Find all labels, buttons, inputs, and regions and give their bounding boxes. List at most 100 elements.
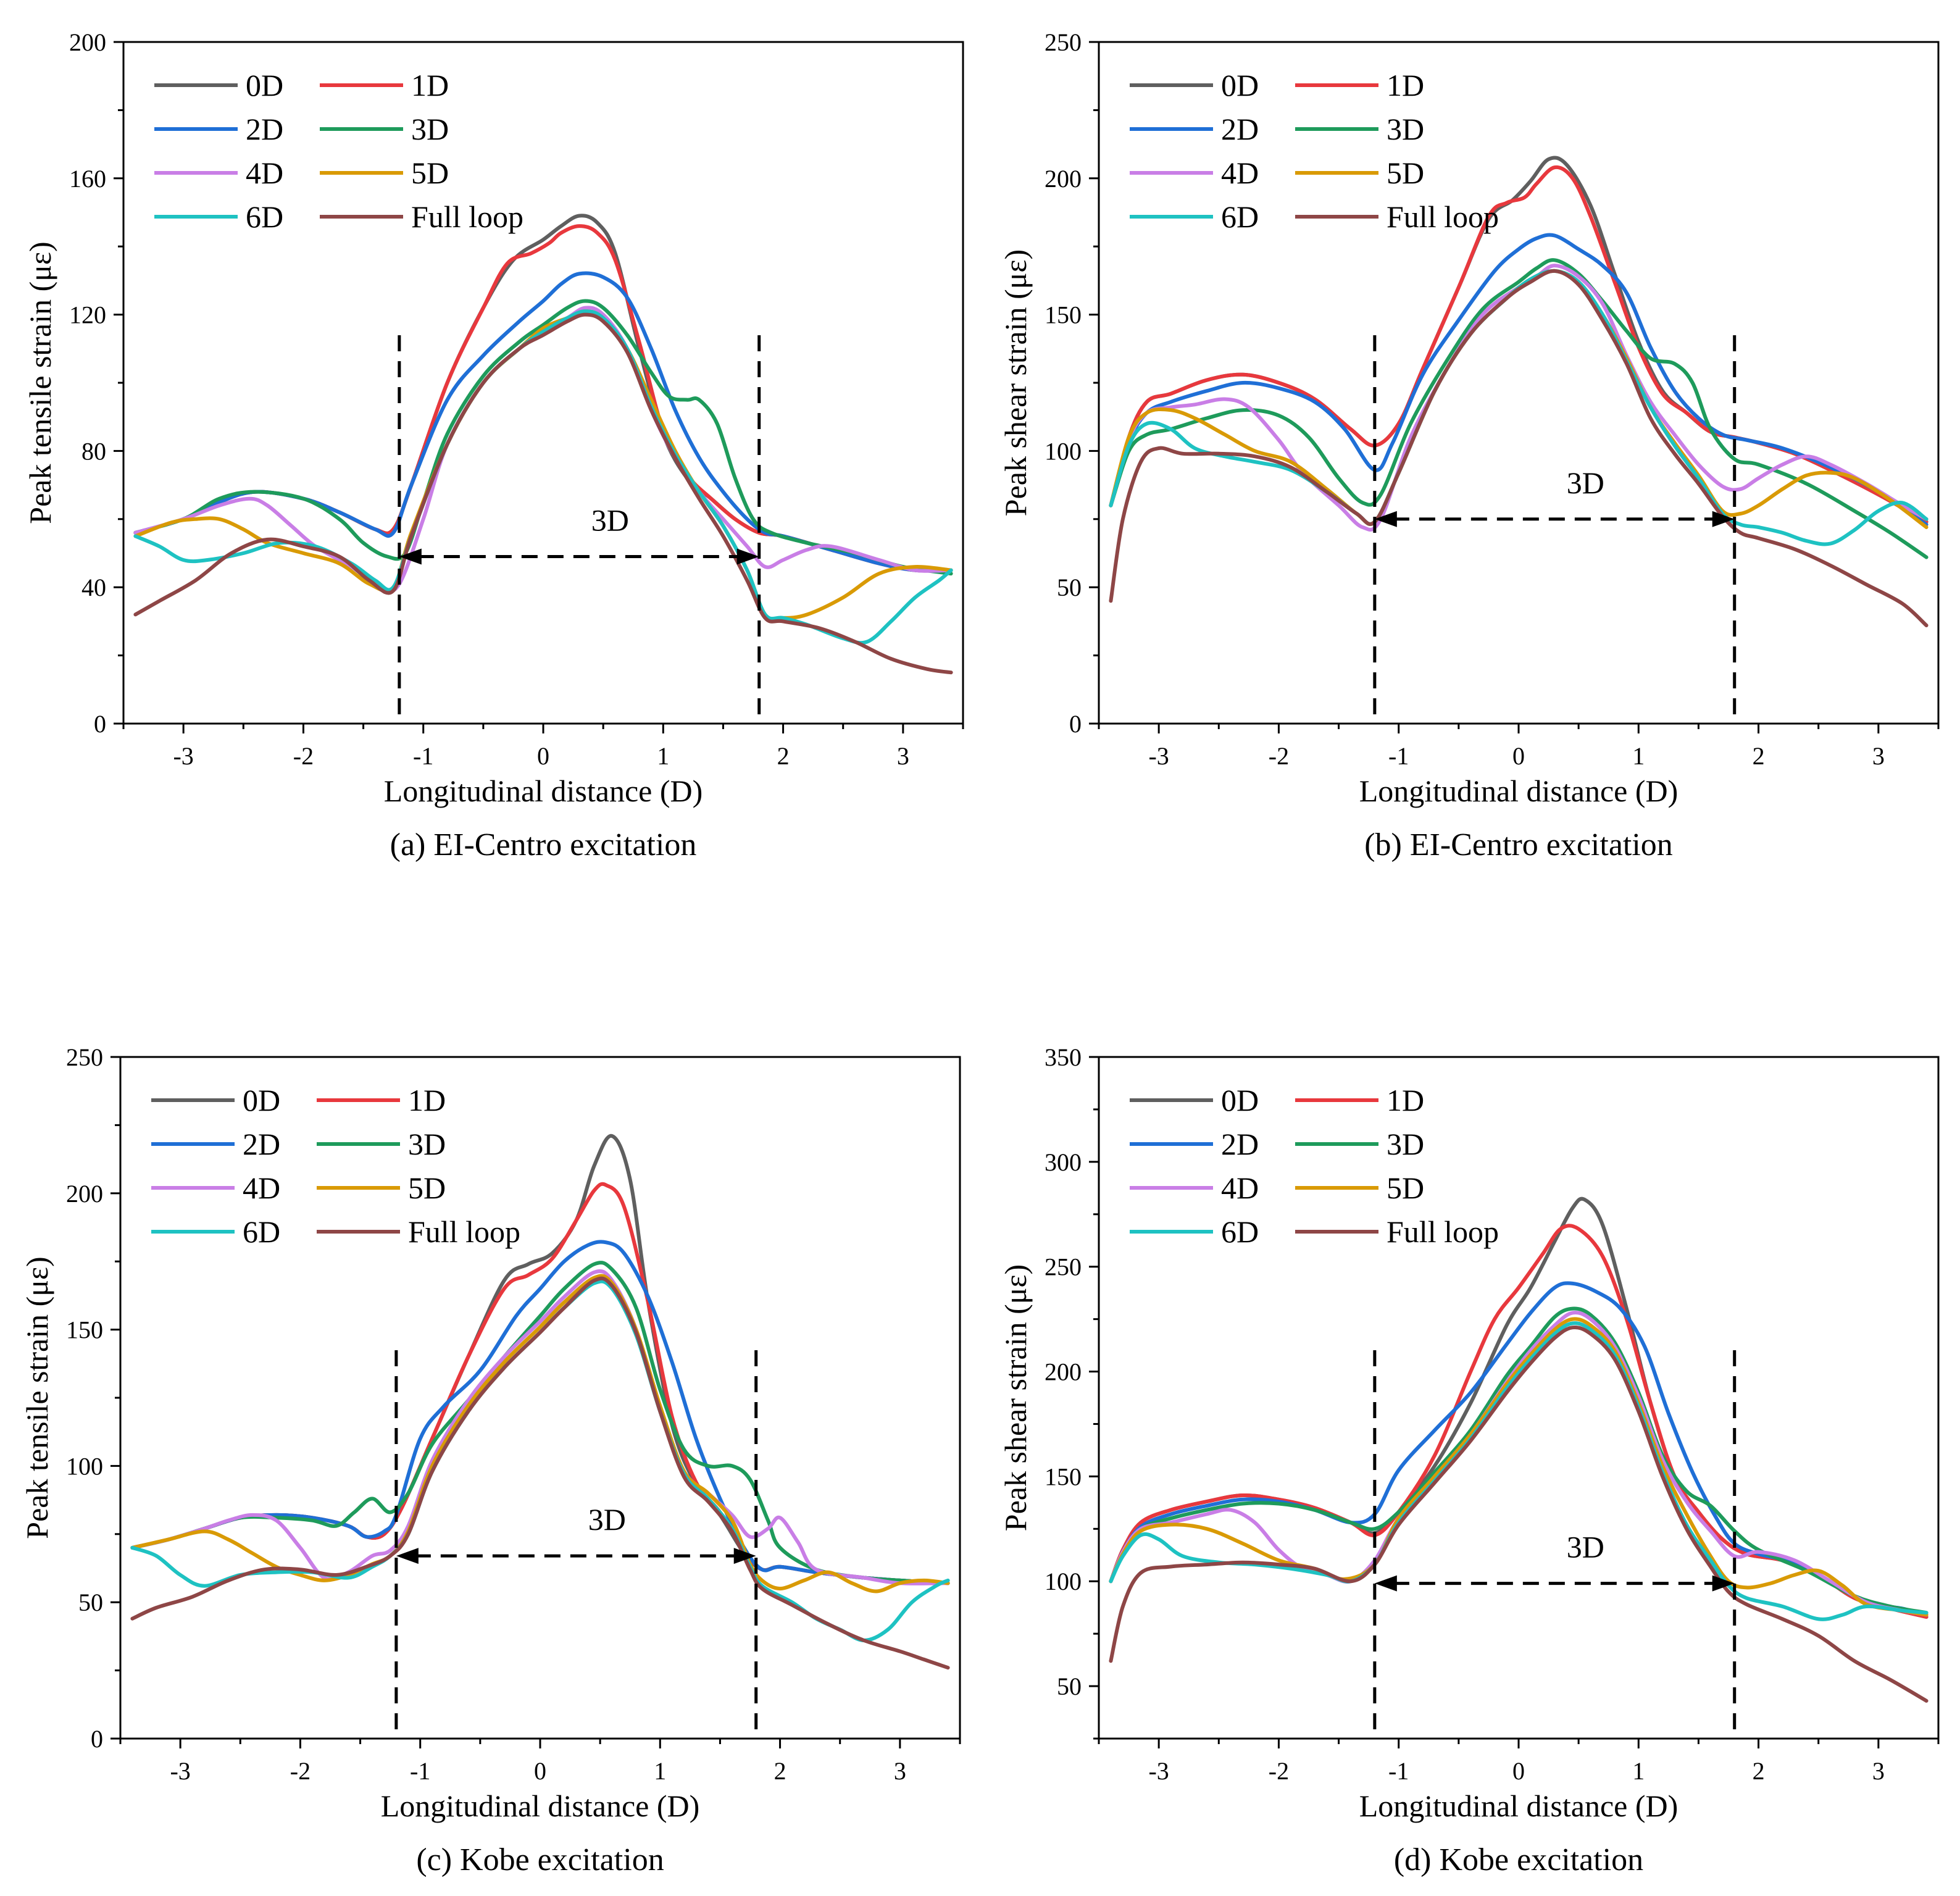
x-tick-label: -3 (173, 742, 193, 770)
legend-label: 0D (1221, 68, 1259, 102)
legend-label: Full loop (411, 199, 523, 234)
arrow-head-right (1712, 1575, 1735, 1592)
x-tick-label: -2 (1269, 742, 1289, 770)
x-tick-label: 1 (657, 742, 669, 770)
chart-caption: (c) Kobe excitation (416, 1842, 664, 1877)
legend: 0D 1D 2D 3D 4D 5D 6D Full loop (151, 1083, 520, 1249)
legend-label: 4D (243, 1171, 280, 1205)
y-axis: 0 50 100 150 200 250 (66, 1043, 120, 1753)
span-label: 3D (1567, 466, 1604, 500)
y-tick-label: 150 (1045, 1463, 1082, 1490)
legend-label: 0D (1221, 1083, 1259, 1117)
y-tick-label: 50 (1057, 574, 1082, 601)
x-axis-label: Longitudinal distance (D) (381, 1789, 700, 1823)
y-tick-label: 0 (1069, 710, 1082, 738)
y-axis: 0 40 80 120 160 200 (69, 28, 123, 738)
series-line-5d (133, 309, 953, 621)
x-axis: -3 -2 -1 0 1 2 3 (1098, 724, 1940, 770)
series-line-3d (1109, 258, 1929, 559)
y-tick-label: 250 (1045, 1253, 1082, 1281)
series-line-1d (1109, 1224, 1929, 1619)
legend-label: 1D (408, 1083, 446, 1117)
plot-area: 3D 0 50 100 150 200 250 -3 -2 -1 0 1 2 3 0D 1D 2D 3D 4D 5D 6… (66, 1043, 961, 1785)
chart-caption: (d) Kobe excitation (1394, 1842, 1643, 1877)
y-tick-label: 350 (1045, 1043, 1082, 1071)
legend-label: 2D (243, 1127, 280, 1161)
x-tick-label: -1 (413, 742, 433, 770)
x-tick-label: -3 (1148, 742, 1169, 770)
x-tick-label: 2 (774, 1757, 786, 1785)
y-tick-label: 150 (1045, 301, 1082, 329)
series-line-5d (1109, 1317, 1929, 1617)
y-tick-label: 100 (1045, 1568, 1082, 1595)
legend-label: 4D (1221, 1171, 1259, 1205)
series-line-full-loop (1109, 1325, 1929, 1703)
x-tick-label: 3 (897, 742, 909, 770)
legend-label: 6D (1221, 199, 1259, 234)
x-axis-label: Longitudinal distance (D) (1359, 1789, 1679, 1823)
series-line-4d (1109, 264, 1929, 532)
series-lines (133, 214, 953, 675)
y-tick-label: 120 (69, 301, 106, 329)
series-line-full-loop (1109, 269, 1929, 627)
y-tick-label: 300 (1045, 1148, 1082, 1176)
legend-label: 1D (1387, 68, 1424, 102)
x-axis: -3 -2 -1 0 1 2 3 (1098, 1739, 1940, 1785)
legend-label: 5D (408, 1171, 446, 1205)
x-tick-label: 0 (1512, 742, 1525, 770)
x-tick-label: 0 (1512, 1757, 1525, 1785)
legend-label: 5D (411, 156, 449, 190)
x-axis: -3 -2 -1 0 1 2 3 (119, 1739, 961, 1785)
x-tick-label: 1 (1632, 742, 1645, 770)
legend-label: 3D (408, 1127, 446, 1161)
arrow-head-right (736, 548, 759, 565)
y-tick-label: 50 (78, 1589, 103, 1616)
series-lines (130, 1134, 950, 1670)
legend-label: 6D (246, 199, 283, 234)
series-line-0d (133, 214, 953, 573)
series-line-full-loop (133, 312, 953, 675)
series-line-2d (133, 271, 953, 573)
x-tick-label: -1 (410, 1757, 430, 1785)
series-line-6d (133, 309, 953, 645)
legend-label: 2D (1221, 1127, 1259, 1161)
legend-label: 0D (243, 1083, 280, 1117)
span-label: 3D (591, 503, 629, 538)
series-line-full-loop (130, 1276, 950, 1670)
series-line-3d (130, 1261, 950, 1585)
x-tick-label: -2 (1269, 1757, 1289, 1785)
series-line-4d (130, 1269, 950, 1585)
y-axis-label: Peak tensile strain (με) (23, 241, 57, 524)
legend-label: 5D (1387, 1171, 1424, 1205)
panel-b: 3D 0 50 100 150 200 250 -3 -2 -1 0 1 2 3 0D 1D 2D 3D 4D 5D 6… (998, 28, 1940, 862)
y-tick-label: 250 (1045, 28, 1082, 56)
span-label: 3D (1567, 1530, 1604, 1564)
x-tick-label: 0 (534, 1757, 546, 1785)
x-tick-label: -3 (170, 1757, 190, 1785)
legend-label: 4D (1221, 156, 1259, 190)
x-tick-label: 2 (1753, 742, 1765, 770)
legend-label: 6D (1221, 1214, 1259, 1249)
x-tick-label: 1 (1632, 1757, 1645, 1785)
series-line-2d (130, 1240, 950, 1585)
y-tick-label: 50 (1057, 1673, 1082, 1700)
span-label: 3D (588, 1502, 626, 1537)
series-line-0d (1109, 1196, 1929, 1619)
x-axis: -3 -2 -1 0 1 2 3 (122, 724, 964, 770)
chart-caption: (b) EI-Centro excitation (1364, 827, 1673, 862)
x-tick-label: -3 (1148, 1757, 1169, 1785)
series-lines (1109, 156, 1929, 627)
panel-c: 3D 0 50 100 150 200 250 -3 -2 -1 0 1 2 3 0D 1D 2D 3D 4D 5D 6… (20, 1043, 961, 1877)
x-tick-label: -2 (293, 742, 314, 770)
legend: 0D 1D 2D 3D 4D 5D 6D Full loop (154, 68, 523, 234)
y-axis: 50 100 150 200 250 300 350 (1045, 1043, 1099, 1740)
y-tick-label: 200 (66, 1180, 103, 1208)
series-line-2d (1109, 1281, 1929, 1617)
panel-a: 3D 0 40 80 120 160 200 -3 -2 -1 0 1 2 3 0D 1D 2D 3D 4D 5D 6D… (23, 28, 964, 862)
legend-label: 2D (1221, 112, 1259, 146)
legend-label: 2D (246, 112, 283, 146)
series-line-6d (130, 1279, 950, 1642)
legend-label: 3D (1387, 1127, 1424, 1161)
x-tick-label: 3 (1872, 742, 1885, 770)
